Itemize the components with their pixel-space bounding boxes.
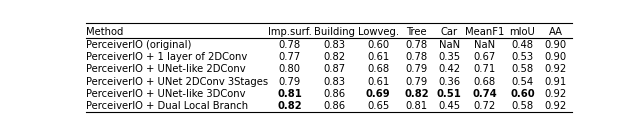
Text: 0.53: 0.53 <box>511 52 533 62</box>
Text: 0.83: 0.83 <box>323 39 345 50</box>
Text: 0.36: 0.36 <box>438 77 460 87</box>
Text: PerceiverIO + UNet 2DConv 3Stages: PerceiverIO + UNet 2DConv 3Stages <box>86 77 268 87</box>
Text: 0.86: 0.86 <box>323 101 346 111</box>
Text: 0.58: 0.58 <box>511 101 533 111</box>
Text: 0.69: 0.69 <box>366 89 390 99</box>
Text: PerceiverIO + Dual Local Branch: PerceiverIO + Dual Local Branch <box>86 101 248 111</box>
Text: 0.35: 0.35 <box>438 52 460 62</box>
Text: 0.71: 0.71 <box>474 64 496 74</box>
Text: 0.48: 0.48 <box>511 39 533 50</box>
Text: 0.78: 0.78 <box>406 39 428 50</box>
Text: 0.78: 0.78 <box>406 52 428 62</box>
Text: 0.65: 0.65 <box>367 101 389 111</box>
Text: 0.72: 0.72 <box>474 101 496 111</box>
Text: PerceiverIO + UNet-like 3DConv: PerceiverIO + UNet-like 3DConv <box>86 89 246 99</box>
Text: 0.80: 0.80 <box>278 64 301 74</box>
Text: NaN: NaN <box>474 39 495 50</box>
Text: 0.82: 0.82 <box>277 101 302 111</box>
Text: 0.45: 0.45 <box>438 101 460 111</box>
Text: 0.86: 0.86 <box>323 89 346 99</box>
Text: 0.79: 0.79 <box>406 77 428 87</box>
Text: 0.74: 0.74 <box>472 89 497 99</box>
Text: PerceiverIO + 1 layer of 2DConv: PerceiverIO + 1 layer of 2DConv <box>86 52 247 62</box>
Text: Car: Car <box>440 27 458 37</box>
Text: 0.77: 0.77 <box>278 52 301 62</box>
Text: 0.68: 0.68 <box>474 77 496 87</box>
Text: 0.61: 0.61 <box>367 77 389 87</box>
Text: 0.51: 0.51 <box>436 89 461 99</box>
Text: MeanF1: MeanF1 <box>465 27 504 37</box>
Text: 0.61: 0.61 <box>367 52 389 62</box>
Text: 0.68: 0.68 <box>367 64 389 74</box>
Text: AA: AA <box>548 27 563 37</box>
Text: 0.90: 0.90 <box>545 39 567 50</box>
Text: Lowveg.: Lowveg. <box>358 27 399 37</box>
Text: 0.83: 0.83 <box>323 77 345 87</box>
Text: 0.42: 0.42 <box>438 64 460 74</box>
Text: 0.82: 0.82 <box>404 89 429 99</box>
Text: 0.92: 0.92 <box>545 101 567 111</box>
Text: 0.67: 0.67 <box>474 52 496 62</box>
Text: 0.92: 0.92 <box>545 89 567 99</box>
Text: 0.90: 0.90 <box>545 52 567 62</box>
Text: 0.81: 0.81 <box>406 101 428 111</box>
Text: 0.82: 0.82 <box>323 52 346 62</box>
Text: NaN: NaN <box>438 39 460 50</box>
Text: 0.91: 0.91 <box>545 77 567 87</box>
Text: Building: Building <box>314 27 355 37</box>
Text: Method: Method <box>86 27 124 37</box>
Text: 0.79: 0.79 <box>406 64 428 74</box>
Text: PerceiverIO (original): PerceiverIO (original) <box>86 39 191 50</box>
Text: PerceiverIO + UNet-like 2DConv: PerceiverIO + UNet-like 2DConv <box>86 64 246 74</box>
Text: Tree: Tree <box>406 27 427 37</box>
Text: 0.92: 0.92 <box>545 64 567 74</box>
Text: mIoU: mIoU <box>509 27 535 37</box>
Text: 0.87: 0.87 <box>323 64 346 74</box>
Text: 0.54: 0.54 <box>511 77 533 87</box>
Text: 0.78: 0.78 <box>278 39 301 50</box>
Text: 0.58: 0.58 <box>511 64 533 74</box>
Text: Imp.surf.: Imp.surf. <box>268 27 312 37</box>
Text: 0.79: 0.79 <box>278 77 301 87</box>
Text: 0.60: 0.60 <box>367 39 389 50</box>
Text: 0.60: 0.60 <box>510 89 534 99</box>
Text: 0.81: 0.81 <box>277 89 302 99</box>
